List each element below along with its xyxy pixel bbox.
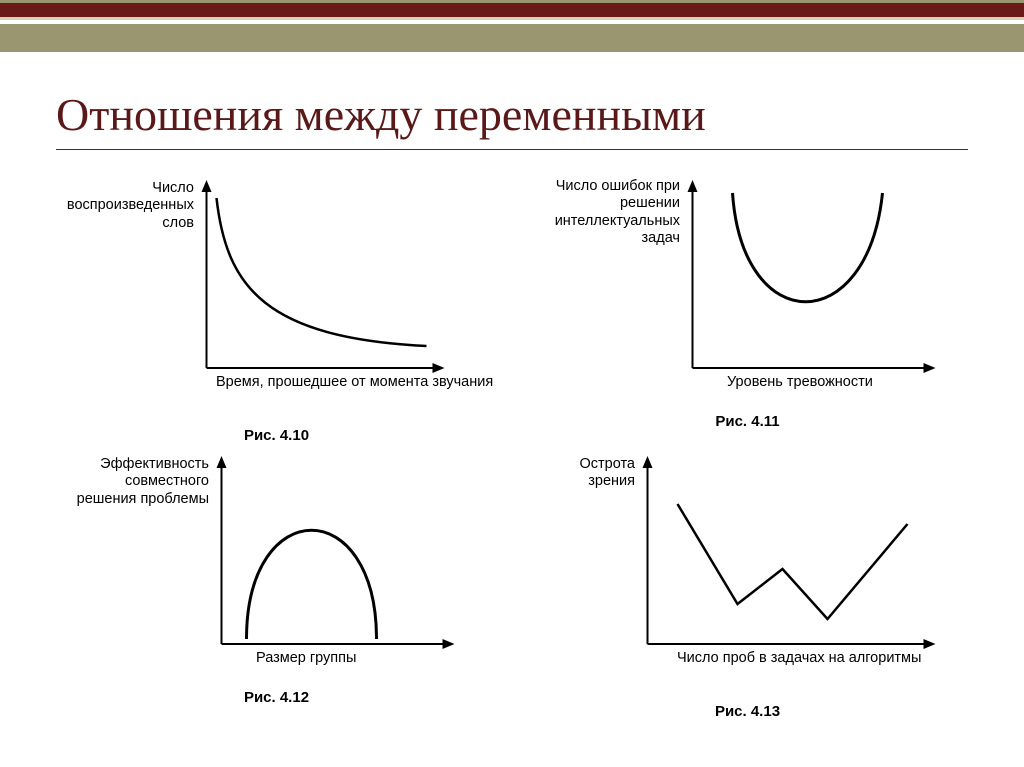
caption-4-13: Рис. 4.13 (527, 703, 968, 720)
ylabel-4-12: Эффективность совместного решения пробле… (64, 456, 209, 508)
curve-inverted-u (247, 530, 377, 639)
axes (643, 456, 936, 649)
title-divider (56, 149, 968, 150)
curve-u (733, 193, 883, 302)
axes (688, 180, 936, 373)
chart-4-12: Эффективность совместного решения пробле… (56, 444, 497, 714)
caption-4-12: Рис. 4.12 (56, 689, 497, 706)
axes (217, 456, 455, 649)
chart-4-11: Число ошибок при решении интеллектуальны… (527, 168, 968, 438)
caption-4-11: Рис. 4.11 (527, 413, 968, 430)
polyline-w (678, 504, 908, 619)
caption-4-10: Рис. 4.10 (56, 427, 497, 444)
chart-4-13: Острота зрения Число проб в задачах на а… (527, 444, 968, 714)
charts-grid: Число воспроизведенных слов Время, проше… (0, 168, 1024, 714)
ylabel-4-13: Острота зрения (557, 456, 635, 491)
ylabel-4-11: Число ошибок при решении интеллектуальны… (535, 178, 680, 248)
decorative-olive-bar (0, 24, 1024, 52)
xlabel-4-13: Число проб в задачах на алгоритмы (677, 650, 921, 667)
xlabel-4-12: Размер группы (256, 650, 356, 667)
xlabel-4-11: Уровень тревожности (727, 374, 873, 391)
xlabel-4-10: Время, прошедшее от момента звучания (216, 374, 493, 391)
ylabel-4-10: Число воспроизведенных слов (66, 180, 194, 232)
chart-4-10: Число воспроизведенных слов Время, проше… (56, 168, 497, 438)
slide-title: Отношения между переменными (56, 88, 1024, 141)
curve-decay (217, 198, 427, 346)
decorative-top-bar (0, 0, 1024, 20)
